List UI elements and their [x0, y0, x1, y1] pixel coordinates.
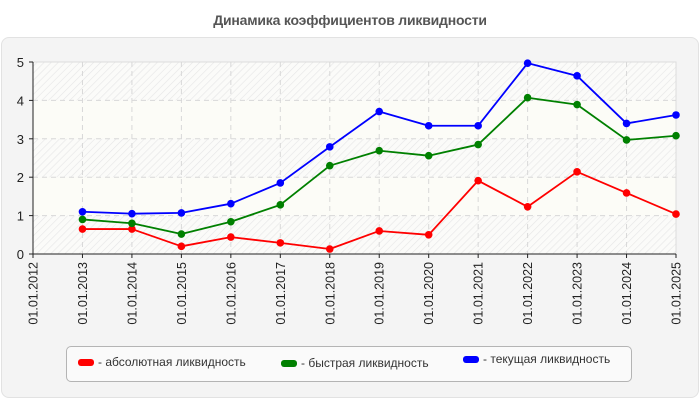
x-tick-label: 01.01.2018 — [323, 262, 337, 325]
data-point[interactable] — [78, 207, 87, 216]
y-tick-label: 5 — [17, 55, 24, 70]
y-tick-label: 3 — [17, 132, 24, 147]
x-tick-label: 01.01.2020 — [422, 262, 436, 325]
legend-swatch-blue — [463, 355, 479, 363]
data-point[interactable] — [325, 245, 334, 253]
data-point[interactable] — [177, 242, 186, 251]
data-point[interactable] — [424, 231, 433, 239]
data-point[interactable] — [128, 225, 136, 233]
x-axis-ticks: 01.01.2012 01.01.2013 01.01.2014 01.01.2015… — [27, 254, 684, 325]
data-point[interactable] — [177, 209, 186, 217]
data-point[interactable] — [227, 217, 235, 226]
data-point[interactable] — [325, 143, 334, 151]
data-point[interactable] — [622, 189, 631, 197]
data-point[interactable] — [276, 179, 285, 187]
data-point[interactable] — [276, 201, 285, 209]
data-point[interactable] — [128, 209, 136, 218]
data-point[interactable] — [622, 119, 631, 128]
x-tick-label: 01.01.2017 — [274, 262, 288, 325]
x-tick-label: 01.01.2016 — [224, 262, 238, 325]
x-tick-label: 01.01.2023 — [571, 262, 585, 325]
data-point[interactable] — [177, 230, 186, 238]
legend-item-current-liquidity[interactable]: - текущая ликвидность — [463, 352, 610, 366]
legend-label: - текущая ликвидность — [483, 352, 611, 366]
y-tick-label: 4 — [17, 93, 24, 108]
y-tick-label: 1 — [17, 209, 24, 224]
legend-swatch-green — [281, 359, 297, 367]
data-point[interactable] — [523, 93, 532, 102]
x-tick-label: 01.01.2015 — [175, 262, 189, 325]
legend-swatch-red — [78, 358, 94, 366]
data-point[interactable] — [424, 151, 433, 160]
x-tick-label: 01.01.2021 — [472, 262, 486, 325]
data-point[interactable] — [375, 107, 384, 116]
data-series — [78, 59, 680, 253]
y-tick-label: 0 — [17, 247, 24, 262]
data-point[interactable] — [523, 59, 532, 67]
data-point[interactable] — [128, 219, 136, 228]
x-tick-label: 01.01.2022 — [521, 262, 535, 325]
data-point[interactable] — [424, 121, 433, 130]
legend-item-quick-liquidity[interactable]: - быстрая ликвидность — [281, 356, 429, 370]
data-point[interactable] — [573, 168, 581, 176]
legend-label: - быстрая ликвидность — [301, 356, 429, 370]
data-point[interactable] — [78, 215, 87, 224]
x-tick-label: 01.01.2025 — [670, 262, 684, 325]
legend-label: - абсолютная ликвидность — [98, 355, 246, 369]
x-tick-label: 01.01.2024 — [620, 262, 634, 325]
data-point[interactable] — [276, 239, 285, 247]
data-point[interactable] — [523, 202, 532, 211]
data-point[interactable] — [573, 72, 581, 80]
data-point[interactable] — [474, 121, 482, 130]
data-point[interactable] — [375, 227, 384, 235]
data-point[interactable] — [672, 210, 680, 218]
data-point[interactable] — [375, 146, 384, 155]
data-point[interactable] — [325, 161, 334, 170]
chart-legend: - абсолютная ликвидность - быстрая ликви… — [66, 346, 632, 382]
data-point[interactable] — [78, 225, 87, 233]
axes — [32, 62, 676, 255]
x-tick-label: 01.01.2014 — [125, 262, 139, 325]
chart-title: Динамика коэффициентов ликвидности — [213, 12, 487, 28]
x-tick-label: 01.01.2012 — [27, 262, 41, 325]
data-point[interactable] — [672, 131, 680, 140]
x-tick-label: 01.01.2013 — [76, 262, 90, 325]
data-point[interactable] — [474, 176, 482, 185]
data-point[interactable] — [573, 100, 581, 109]
data-point[interactable] — [622, 136, 631, 144]
y-axis-ticks: 0 1 2 3 4 5 — [17, 55, 33, 262]
legend-item-absolute-liquidity[interactable]: - абсолютная ликвидность — [78, 355, 246, 369]
data-point[interactable] — [474, 140, 482, 149]
data-point[interactable] — [227, 233, 235, 241]
data-point[interactable] — [227, 199, 235, 208]
x-tick-label: 01.01.2019 — [373, 262, 387, 325]
y-tick-label: 2 — [17, 170, 24, 185]
data-point[interactable] — [672, 111, 680, 119]
